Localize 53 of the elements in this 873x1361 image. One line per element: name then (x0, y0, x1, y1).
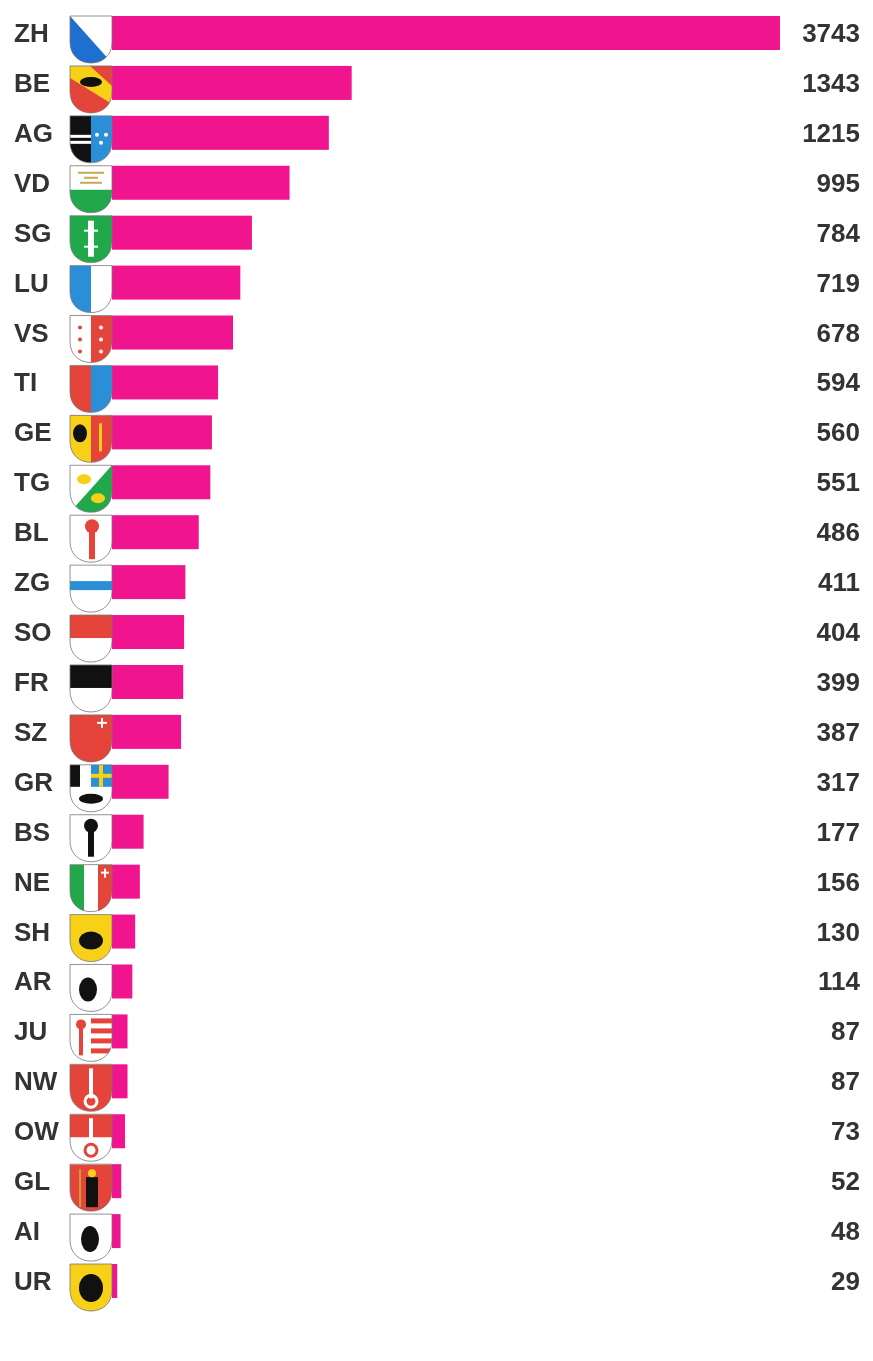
data-label: 114 (818, 966, 861, 997)
data-label: 411 (818, 567, 860, 598)
y-tick-label: GE (14, 417, 52, 448)
data-label: 48 (831, 1216, 860, 1247)
y-tick-label: AR (14, 966, 52, 997)
data-label: 560 (816, 417, 860, 448)
y-tick-label: NE (14, 866, 51, 897)
y-tick-label: GL (14, 1166, 51, 1197)
data-label: 1215 (802, 117, 860, 148)
data-label: 3743 (802, 18, 860, 48)
y-tick-label: NW (14, 1066, 58, 1097)
y-tick-label: VS (14, 317, 49, 348)
y-tick-label: GR (14, 766, 54, 797)
y-tick-label: AI (14, 1216, 40, 1247)
data-label: 29 (831, 1266, 860, 1296)
data-label: 52 (831, 1166, 860, 1197)
y-tick-label: TI (14, 367, 38, 398)
y-tick-label: ZH (14, 18, 49, 48)
data-label: 486 (816, 517, 860, 548)
bar (112, 1214, 121, 1249)
data-label: 130 (816, 916, 860, 947)
data-label: 404 (816, 617, 861, 648)
data-label: 156 (816, 866, 860, 897)
y-tick-label: OW (14, 1116, 60, 1147)
data-label: 551 (816, 467, 860, 498)
y-tick-label: FR (14, 666, 49, 697)
y-tick-label: ZG (14, 567, 51, 598)
y-tick-label: SO (14, 617, 52, 648)
data-label: 87 (831, 1066, 860, 1097)
data-label: 177 (816, 816, 860, 847)
y-tick-label: BE (14, 67, 51, 98)
y-tick-label: JU (14, 1016, 48, 1047)
y-tick-label: VD (14, 167, 51, 198)
y-tick-label: SH (14, 916, 51, 947)
data-label: 678 (816, 317, 860, 348)
y-tick-label: BL (14, 517, 49, 548)
data-label: 1343 (802, 67, 860, 98)
y-tick-label: SG (14, 217, 52, 248)
data-label: 995 (816, 167, 860, 198)
data-label: 784 (816, 217, 861, 248)
data-label: 594 (816, 367, 861, 398)
data-label: 387 (816, 716, 860, 747)
data-label: 87 (831, 1016, 860, 1047)
y-tick-label: BS (14, 816, 51, 847)
y-tick-label: TG (14, 467, 51, 498)
y-tick-label: LU (14, 267, 49, 298)
y-tick-label: UR (14, 1266, 52, 1296)
data-label: 317 (816, 766, 860, 797)
data-label: 719 (816, 267, 860, 298)
data-label: 399 (816, 666, 860, 697)
data-label: 73 (831, 1116, 860, 1147)
y-tick-label: AG (14, 117, 53, 148)
y-tick-label: SZ (14, 716, 48, 747)
